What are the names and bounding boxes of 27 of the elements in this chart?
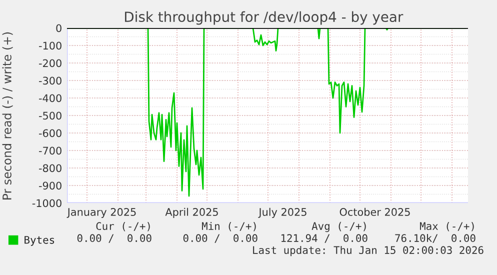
- x-tick-label: October 2025: [340, 208, 410, 216]
- x-tick-label: July 2025: [258, 208, 306, 218]
- y-tick-label: -600: [39, 129, 62, 138]
- y-tick-label: -400: [39, 94, 62, 102]
- y-tick-label: 0: [56, 24, 62, 32]
- y-tick-label: -700: [39, 146, 62, 155]
- x-tick-label: January 2025: [66, 208, 136, 218]
- y-tick-label: -100: [39, 42, 62, 50]
- text: 0.00 / 0.00: [77, 234, 152, 243]
- y-tick-label: -500: [39, 112, 62, 120]
- y-tick-label: -300: [39, 76, 62, 85]
- y-tick-label: -200: [39, 59, 62, 68]
- text: 121.94 / 0.00: [281, 234, 368, 243]
- y-tick-label: -800: [39, 164, 62, 172]
- y-tick-label: -900: [39, 182, 62, 190]
- text: Last update: Thu Jan 15 02:00:03 2026: [253, 246, 484, 256]
- text: Avg (-/+): [312, 222, 366, 232]
- legend-label: Bytes: [24, 236, 54, 246]
- text: Max (-/+): [420, 222, 474, 232]
- text: Min (-/+): [202, 222, 256, 232]
- text: 0.00 / 0.00: [183, 234, 258, 243]
- y-axis-title: Pr second read (-) / write (+): [2, 32, 13, 200]
- x-tick-label: April 2025: [165, 208, 218, 218]
- text: 76.10k/ 0.00: [395, 234, 476, 243]
- text: Cur (-/+): [96, 222, 150, 232]
- chart-title: Disk throughput for /dev/loop4 - by year: [125, 11, 404, 25]
- y-tick-label: -1000: [32, 199, 62, 208]
